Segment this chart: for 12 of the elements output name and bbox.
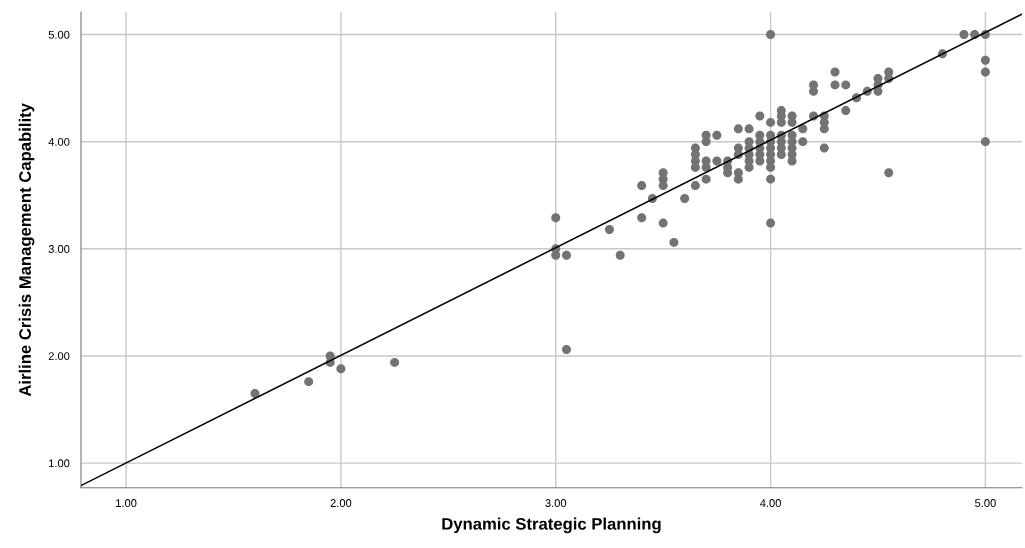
y-tick-label: 4.00	[48, 137, 70, 146]
x-tick-label: 1.00	[116, 499, 137, 507]
x-tick-label: 3.00	[545, 499, 567, 507]
y-axis-title: Airline Crisis Management Capability	[18, 103, 35, 397]
y-tick-label: 5.00	[48, 30, 70, 39]
x-tick-label: 2.00	[330, 499, 352, 507]
x-tick-label: 5.00	[975, 499, 996, 507]
x-tick-label: 4.00	[760, 499, 781, 507]
y-tick-label: 3.00	[48, 245, 70, 253]
y-tick-label: 1.00	[49, 459, 70, 468]
x-axis-title: Dynamic Strategic Planning	[442, 517, 661, 534]
y-tick-label: 2.00	[48, 352, 70, 361]
